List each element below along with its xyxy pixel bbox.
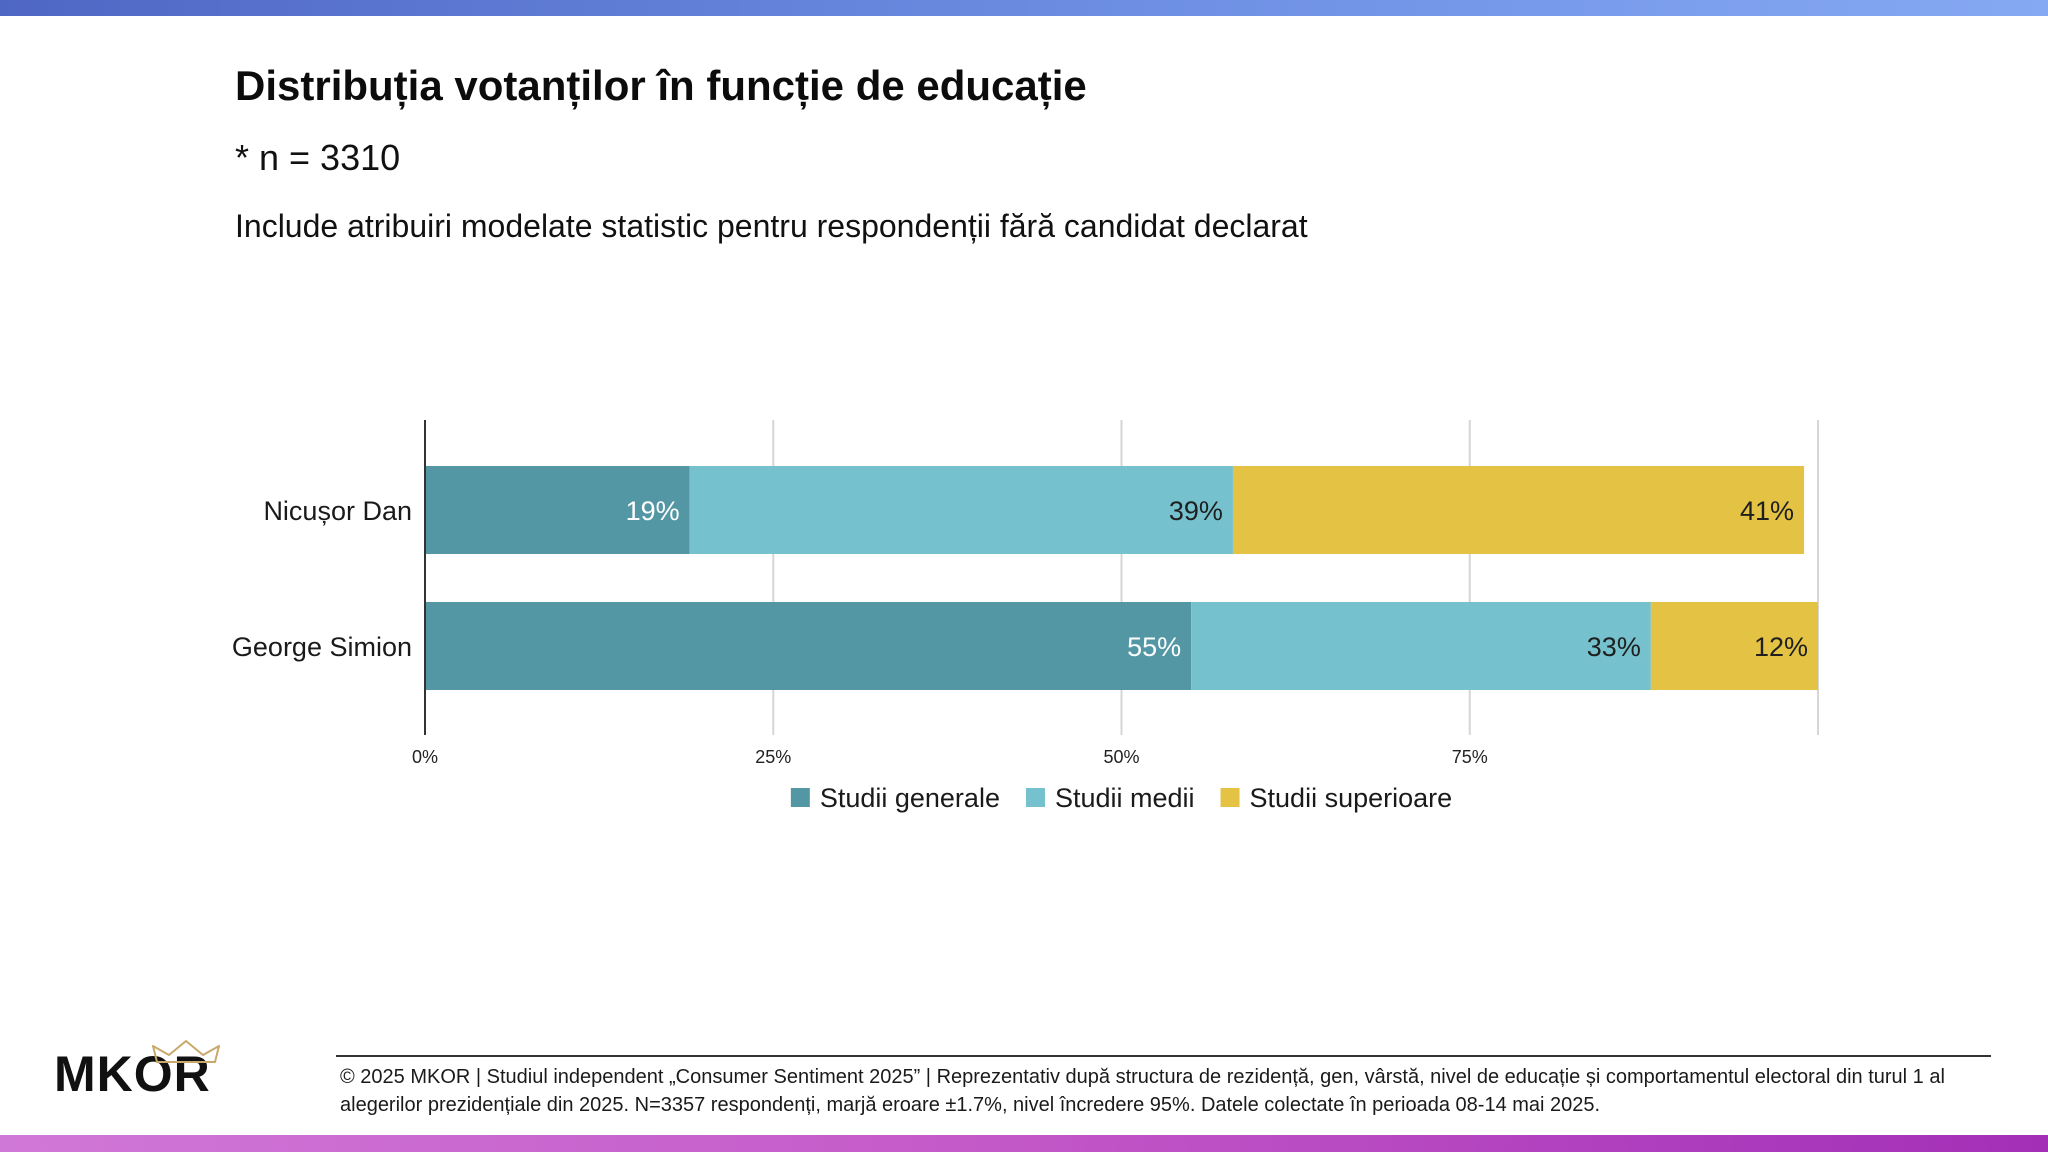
x-tick-label: 0% <box>412 747 438 767</box>
mkor-logo: MKOR <box>54 1040 244 1102</box>
legend-swatch <box>1220 788 1240 807</box>
x-tick-label: 25% <box>755 747 791 767</box>
footer-note: © 2025 MKOR | Studiul independent „Consu… <box>340 1066 1945 1116</box>
data-label: 41% <box>1740 496 1794 526</box>
logo-wordmark: MKOR <box>54 1046 211 1102</box>
category-label: George Simion <box>232 632 412 662</box>
data-label: 39% <box>1169 496 1223 526</box>
x-tick-label: 75% <box>1452 747 1488 767</box>
data-label: 19% <box>626 496 680 526</box>
bottom-accent-bar <box>0 1135 2048 1152</box>
page-title: Distribuția votanților în funcție de edu… <box>235 62 1087 109</box>
bar-segment <box>425 602 1192 690</box>
data-label: 55% <box>1127 632 1181 662</box>
category-label: Nicușor Dan <box>263 496 412 526</box>
data-label: 12% <box>1754 632 1808 662</box>
legend-label: Studii medii <box>1055 783 1195 813</box>
bar-segment <box>689 466 1233 554</box>
top-accent-bar <box>0 0 2048 16</box>
legend-swatch <box>790 788 810 807</box>
legend-swatch <box>1025 788 1045 807</box>
footer-divider <box>336 1055 1991 1057</box>
crown-icon <box>152 1040 220 1063</box>
sample-size: * n = 3310 <box>235 137 401 178</box>
bar-segment <box>1191 602 1651 690</box>
bar-segment <box>425 466 690 554</box>
x-tick-label: 50% <box>1103 747 1139 767</box>
bar-segment <box>1650 602 1818 690</box>
legend-label: Studii generale <box>820 783 1000 813</box>
bar-segment <box>1232 466 1805 554</box>
legend-label: Studii superioare <box>1250 783 1453 813</box>
page-subtitle: Include atribuiri modelate statistic pen… <box>235 208 1308 244</box>
data-label: 33% <box>1587 632 1641 662</box>
